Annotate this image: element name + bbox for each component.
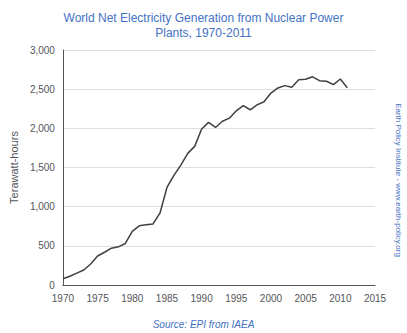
svg-text:1970: 1970 [52,293,75,304]
svg-text:2,500: 2,500 [30,84,55,95]
svg-text:1975: 1975 [86,293,109,304]
svg-text:2,000: 2,000 [30,123,55,134]
svg-text:1980: 1980 [121,293,144,304]
svg-text:0: 0 [49,280,55,291]
svg-text:1,000: 1,000 [30,201,55,212]
svg-text:Earth Policy Institute - www.e: Earth Policy Institute - www.earth-polic… [394,103,403,257]
svg-text:World Net Electricity Generati: World Net Electricity Generation from Nu… [64,11,344,25]
svg-text:2005: 2005 [295,293,318,304]
svg-text:Source: EPI from IAEA: Source: EPI from IAEA [153,319,255,330]
svg-text:2015: 2015 [364,293,387,304]
svg-text:1985: 1985 [156,293,179,304]
svg-text:500: 500 [38,240,55,251]
svg-text:1,500: 1,500 [30,162,55,173]
svg-text:2000: 2000 [260,293,283,304]
svg-text:Plants, 1970-2011: Plants, 1970-2011 [155,26,252,40]
svg-text:2010: 2010 [329,293,352,304]
svg-text:3,000: 3,000 [30,45,55,56]
svg-text:1990: 1990 [190,293,213,304]
svg-text:Terawatt-hours: Terawatt-hours [8,131,20,204]
svg-text:1995: 1995 [225,293,248,304]
